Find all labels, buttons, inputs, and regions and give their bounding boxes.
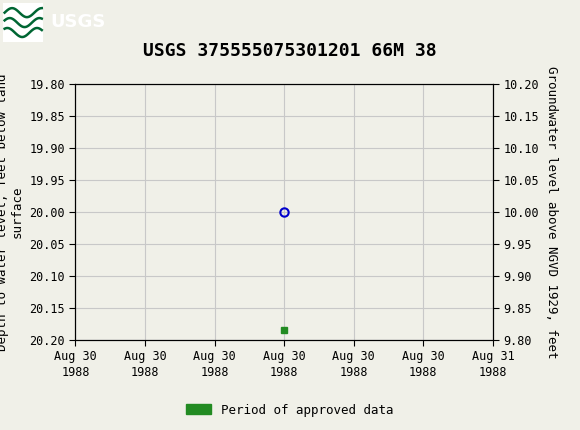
Bar (3, 3, 43, 43)
Text: USGS 375555075301201 66M 38: USGS 375555075301201 66M 38 (143, 42, 437, 60)
Y-axis label: Groundwater level above NGVD 1929, feet: Groundwater level above NGVD 1929, feet (545, 65, 557, 358)
Legend: Period of approved data: Period of approved data (181, 399, 399, 421)
Y-axis label: Depth to water level, feet below land
surface: Depth to water level, feet below land su… (0, 73, 24, 350)
Text: USGS: USGS (50, 12, 105, 31)
